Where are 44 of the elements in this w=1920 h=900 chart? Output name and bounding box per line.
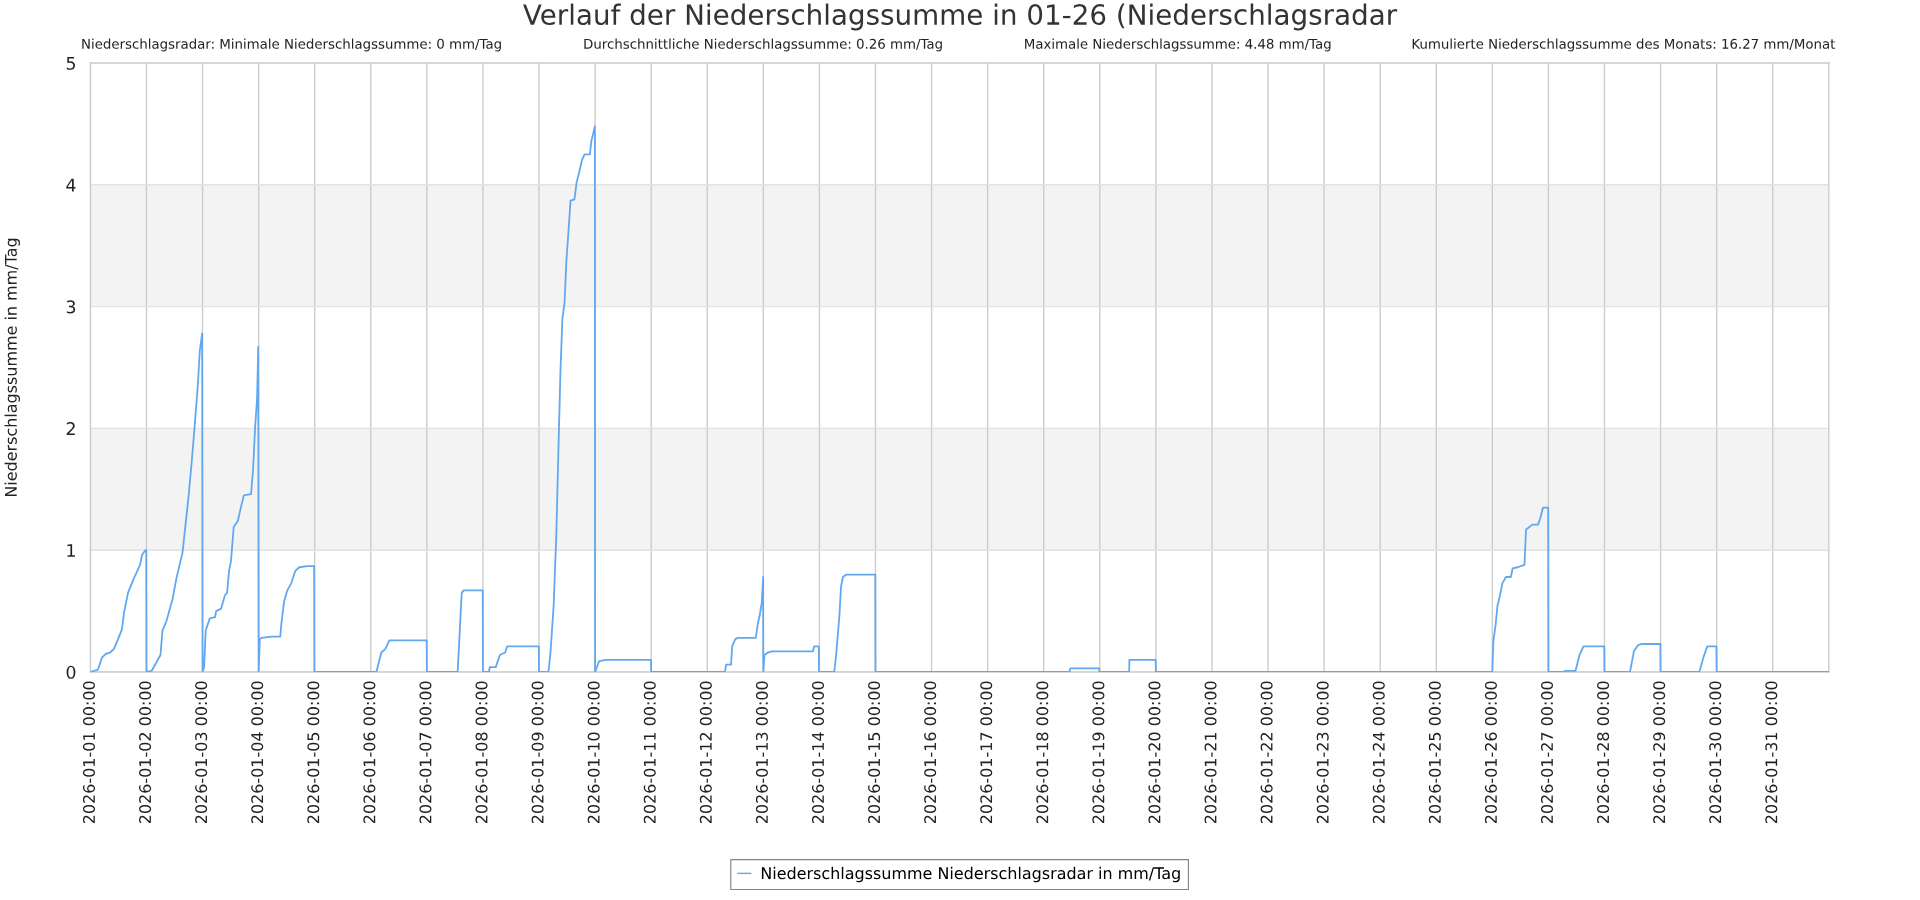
x-tick-label: 2026-01-09 00:00 <box>531 681 544 824</box>
x-tick-label: 2026-01-27 00:00 <box>1540 681 1554 824</box>
text: Niederschlagsradar: Minimale Niederschlagssumme: 0 mm/Tag <box>82 38 501 52</box>
x-tick-label: 2026-01-10 00:00 <box>587 681 600 824</box>
x-tick-label: 2026-01-28 00:00 <box>1597 681 1610 824</box>
x-tick-label: 2026-01-23 00:00 <box>1316 681 1329 824</box>
text: Durchschnittliche Niederschlagssumme: 0.26 mm/Tag <box>584 38 942 52</box>
x-tick-label: 2026-01-12 00:00 <box>699 681 712 824</box>
x-tick-label: 2026-01-13 00:00 <box>755 681 768 824</box>
x-tick-label: 2026-01-24 00:00 <box>1372 681 1385 824</box>
x-tick-label: 2026-01-25 00:00 <box>1428 681 1441 824</box>
x-tick-label: 2026-01-31 00:00 <box>1765 681 1778 824</box>
text: Maximale Niederschlagssumme: 4.48 mm/Tag <box>1025 38 1331 52</box>
x-tick-label: 2026-01-14 00:00 <box>811 681 825 824</box>
legend-label: Niederschlagssumme Niederschlagsradar in mm/Tag <box>761 866 1180 883</box>
y-tick-label: 3 <box>66 300 76 314</box>
y-tick-label: 0 <box>66 665 76 679</box>
x-tick-label: 2026-01-02 00:00 <box>139 681 152 824</box>
x-tick-label: 2026-01-04 00:00 <box>251 681 264 824</box>
chart-title: Verlauf der Niederschlagssumme in 01-26 (Niederschlagsradar <box>523 3 1398 31</box>
x-tick-label: 2026-01-15 00:00 <box>868 681 881 824</box>
x-tick-label: 2026-01-05 00:00 <box>307 681 320 824</box>
x-tick-label: 2026-01-30 00:00 <box>1709 681 1722 824</box>
x-tick-label: 2026-01-20 00:00 <box>1148 681 1161 824</box>
x-tick-label: 2026-01-19 00:00 <box>1092 681 1105 824</box>
x-tick-label: 2026-01-07 00:00 <box>419 681 432 824</box>
y-axis-title: Niederschlagssumme in mm/Tag <box>4 238 20 497</box>
y-tick-label: 2 <box>66 422 75 435</box>
x-tick-label: 2026-01-18 00:00 <box>1036 681 1049 824</box>
x-tick-label: 2026-01-03 00:00 <box>195 681 208 824</box>
x-tick-label: 2026-01-21 00:00 <box>1204 681 1217 824</box>
y-tick-label: 1 <box>67 544 75 557</box>
x-tick-label: 2026-01-08 00:00 <box>475 681 488 824</box>
x-tick-label: 2026-01-26 00:00 <box>1484 681 1497 824</box>
text: Kumulierte Niederschlagssumme des Monats: 16.27 mm/Monat <box>1412 38 1836 52</box>
x-tick-label: 2026-01-29 00:00 <box>1653 681 1666 824</box>
x-tick-label: 2026-01-17 00:00 <box>980 681 993 824</box>
x-tick-label: 2026-01-11 00:00 <box>643 681 656 824</box>
x-tick-label: 2026-01-01 00:00 <box>82 681 96 824</box>
x-tick-label: 2026-01-16 00:00 <box>924 681 937 824</box>
y-tick-label: 5 <box>66 56 75 70</box>
x-tick-label: 2026-01-06 00:00 <box>363 681 376 824</box>
x-tick-label: 2026-01-22 00:00 <box>1260 681 1273 824</box>
y-tick-label: 4 <box>66 178 76 192</box>
